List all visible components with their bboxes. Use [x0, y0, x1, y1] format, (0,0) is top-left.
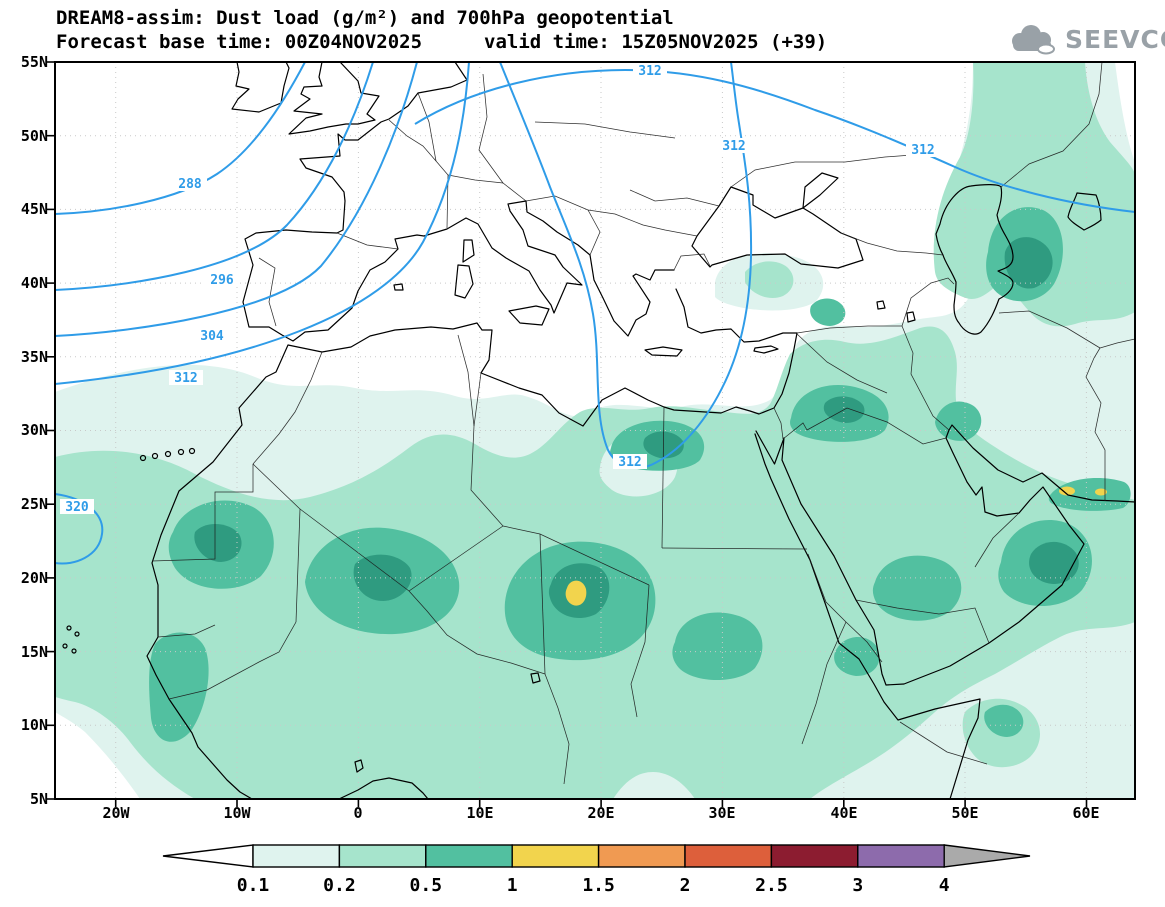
lon-tick-label: 50E [951, 804, 979, 822]
island-sardinia [454, 264, 474, 299]
colorbar-cell [684, 844, 773, 868]
colorbar-tick-label: 4 [939, 875, 950, 896]
coastline-gulf-of-guinea [338, 777, 429, 799]
colorbar-tick-label: 0.2 [323, 875, 356, 896]
contour-label: 312 [722, 139, 745, 154]
lat-tick-label: 15N [20, 643, 48, 661]
lat-tick-label: 25N [20, 495, 48, 513]
canary-islands [139, 447, 196, 462]
colorbar: 0.1 0.2 0.5 1 1.5 2 2.5 3 4 [162, 844, 1031, 896]
axis-ticks [47, 61, 1088, 807]
lon-tick-label: 30E [708, 804, 736, 822]
colorbar-tick-label: 3 [852, 875, 863, 896]
lat-tick-label: 35N [20, 348, 48, 366]
colorbar-tick-label: 1.5 [582, 875, 615, 896]
lon-tick-label: 20W [102, 804, 130, 822]
island-crete [644, 346, 683, 357]
contour-312-west [55, 62, 470, 385]
coastline-caspian-sea [935, 184, 1014, 335]
contour-value-labels: 288 296 304 312 320 312 312 312 312 [60, 63, 940, 515]
contour-312-trough [499, 62, 753, 469]
island-cyprus [753, 345, 779, 354]
colorbar-cell [770, 844, 859, 868]
graticule [55, 62, 1135, 799]
chart-subtitle: Forecast base time: 00Z04NOV2025 valid ti… [56, 31, 827, 53]
colorbar-arrow-low [162, 844, 254, 868]
colorbar-tick-label: 2.5 [755, 875, 788, 896]
geopotential-contours [55, 62, 1135, 565]
colorbar-cell [511, 844, 600, 868]
contour-label: 296 [210, 273, 234, 288]
cape-verde-islands [62, 625, 80, 654]
lon-tick-label: 40E [830, 804, 858, 822]
seevccc-cloud-icon [1012, 25, 1055, 55]
coastline-sea-of-azov [802, 172, 839, 209]
contour-label: 304 [200, 329, 224, 344]
lat-tick-label: 50N [20, 127, 48, 145]
lon-tick-label: 0 [353, 804, 363, 822]
lat-tick-label: 30N [20, 421, 48, 439]
coastline-sinai-gulfs [755, 430, 785, 465]
lat-tick-label: 55N [20, 53, 48, 71]
lat-tick-label: 45N [20, 200, 48, 218]
contour-label: 312 [618, 455, 641, 470]
contour-288 [55, 62, 306, 215]
coastline-great-britain [288, 62, 380, 135]
colorbar-cell [425, 844, 513, 868]
colorbar-tick-label: 1 [507, 875, 518, 896]
contour-296 [55, 62, 374, 291]
coastline-red-sea-african-shore [754, 433, 981, 799]
lat-tick-label: 5N [29, 790, 48, 808]
colorbar-cell [597, 844, 686, 868]
lon-tick-label: 10W [223, 804, 251, 822]
island-corsica [462, 239, 475, 263]
valid-time: valid time: 15Z05NOV2025 (+39) [484, 31, 828, 53]
island-mallorca [393, 283, 404, 291]
lat-tick-label: 20N [20, 569, 48, 587]
dust-layer-1.5-maxima [565, 486, 1107, 606]
contour-312-north [414, 68, 1135, 213]
contour-label: 288 [178, 177, 202, 192]
coastline-turkey-levant-northafrica [146, 288, 798, 799]
chart-title: DREAM8-assim: Dust load (g/m²) and 700hP… [56, 7, 674, 29]
coastline-europe-africa-west [242, 62, 583, 342]
map-plot-area: 288 296 304 312 320 312 312 312 312 [55, 62, 1135, 799]
coastline-ireland [231, 62, 290, 113]
lon-tick-label: 20E [587, 804, 615, 822]
colorbar-cell [252, 844, 341, 868]
coastline-aral-sea [1067, 192, 1102, 231]
island-sicily [508, 305, 550, 326]
contour-label: 312 [638, 64, 661, 79]
coastlines [62, 62, 1135, 799]
dust-layer-1 [194, 237, 1079, 619]
forecast-base-time: Forecast base time: 00Z04NOV2025 [56, 31, 423, 53]
colorbar-tick-label: 2 [680, 875, 691, 896]
contour-label: 312 [911, 143, 934, 158]
lon-tick-label: 60E [1072, 804, 1100, 822]
colorbar-tick-label: 0.1 [237, 875, 270, 896]
contour-label: 320 [65, 500, 89, 515]
colorbar-tick-label: 0.5 [410, 875, 443, 896]
seevccc-logo: SEEVCCC [1006, 22, 1165, 56]
contour-304 [55, 62, 418, 337]
contour-label: 312 [174, 371, 197, 386]
lat-tick-label: 10N [20, 716, 48, 734]
colorbar-cell [857, 844, 945, 868]
coastline-balkans-greece [525, 200, 675, 337]
seevccc-logo-text: SEEVCCC [1065, 24, 1165, 54]
lat-tick-label: 40N [20, 274, 48, 292]
colorbar-arrow-high [943, 844, 1031, 868]
lakes [354, 300, 916, 773]
lon-tick-label: 10E [466, 804, 494, 822]
colorbar-cell [338, 844, 427, 868]
